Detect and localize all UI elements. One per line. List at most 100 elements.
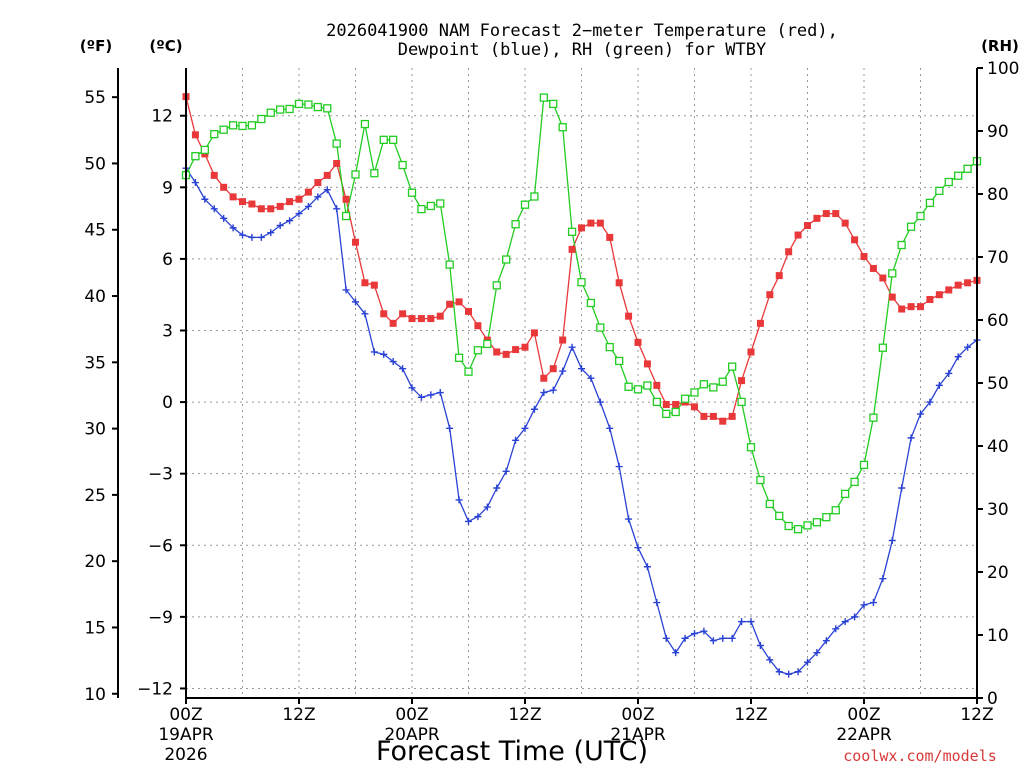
rh-point xyxy=(699,380,709,389)
temperature-point xyxy=(257,205,265,213)
dewpoint-point xyxy=(220,214,228,222)
rh-tick-label: 30 xyxy=(987,500,1009,520)
temperature-point xyxy=(286,198,294,206)
rh-point xyxy=(389,135,398,144)
dewpoint-point xyxy=(945,369,953,377)
x-date-label: 19APR xyxy=(158,725,214,745)
dewpoint-point xyxy=(596,398,604,406)
x-tick-label: 12Z xyxy=(508,705,541,725)
temperature-point xyxy=(370,281,378,289)
temperature-point xyxy=(709,412,717,420)
temperature-point xyxy=(530,329,538,337)
temperature-point xyxy=(606,233,614,241)
temperature-point xyxy=(502,350,510,358)
dewpoint-point xyxy=(342,286,350,294)
dewpoint-point xyxy=(766,656,774,664)
fahrenheit-tick-label: 40 xyxy=(84,287,106,307)
dewpoint-point xyxy=(191,179,199,187)
rh-point xyxy=(464,367,473,376)
dewpoint-point xyxy=(879,575,887,583)
temperature-point xyxy=(446,300,454,308)
temperature-point xyxy=(643,360,651,368)
dewpoint-point xyxy=(323,186,331,194)
rh-point xyxy=(530,192,539,201)
temperature-point xyxy=(747,348,755,356)
temperature-point xyxy=(634,338,642,346)
temperature-point xyxy=(427,315,435,323)
dewpoint-point xyxy=(455,496,463,504)
temperature-point xyxy=(239,198,246,206)
temperature-point xyxy=(596,219,604,227)
dewpoint-point xyxy=(417,393,425,401)
rh-point xyxy=(859,460,869,470)
rh-point xyxy=(483,339,492,349)
dewpoint-point xyxy=(446,424,454,432)
rh-point xyxy=(643,381,652,390)
rh-point xyxy=(351,170,360,179)
temperature-point xyxy=(700,412,708,420)
fahrenheit-tick-label: 45 xyxy=(84,221,106,241)
rh-point xyxy=(756,475,765,485)
dewpoint-point xyxy=(869,599,877,607)
fahrenheit-tick-label: 20 xyxy=(84,552,106,572)
dewpoint-point xyxy=(832,625,840,633)
temperature-point xyxy=(521,343,529,351)
x-year-label: 2026 xyxy=(164,745,207,765)
temperature-point xyxy=(276,202,284,210)
temperature-point xyxy=(493,348,501,356)
dewpoint-point xyxy=(634,544,642,552)
temperature-point xyxy=(775,272,783,280)
rh-point xyxy=(728,362,737,371)
dewpoint-point xyxy=(389,358,397,366)
rh-point xyxy=(332,139,341,148)
dewpoint-point xyxy=(926,398,934,406)
x-tick-label: 00Z xyxy=(169,705,202,725)
rh-point xyxy=(426,201,435,211)
dewpoint-point xyxy=(691,630,698,638)
dewpoint-point xyxy=(512,436,520,444)
rh-point xyxy=(652,397,661,407)
series-markers xyxy=(181,93,982,678)
rh-point xyxy=(313,102,322,112)
rh-tick-label: 10 xyxy=(987,626,1009,646)
temperature-point xyxy=(662,400,670,408)
rh-point xyxy=(897,240,906,250)
dewpoint-point xyxy=(681,634,689,642)
dewpoint-point xyxy=(719,634,727,642)
dewpoint-point xyxy=(286,217,294,225)
fahrenheit-tick-label: 15 xyxy=(84,618,106,638)
rh-point xyxy=(586,298,596,308)
rh-tick-label: 0 xyxy=(987,689,998,709)
dewpoint-point xyxy=(888,537,896,544)
dewpoint-point xyxy=(399,365,407,373)
rh-point xyxy=(775,511,784,521)
dewpoint-line xyxy=(185,167,978,675)
dewpoint-point xyxy=(728,634,736,642)
temperature-point xyxy=(888,293,896,301)
x-date-label: 20APR xyxy=(384,725,440,745)
rh-tick-label: 40 xyxy=(987,437,1009,457)
dewpoint-point xyxy=(474,513,482,521)
celsius-unit-label: (ºC) xyxy=(149,37,182,55)
rh-point xyxy=(765,499,774,509)
temperature-point xyxy=(399,310,407,318)
dewpoint-point xyxy=(304,202,312,210)
rh-point xyxy=(596,323,605,332)
rh-point xyxy=(407,188,417,197)
rh-point xyxy=(718,377,727,386)
fahrenheit-tick-label: 30 xyxy=(84,420,106,440)
dewpoint-point xyxy=(935,381,943,389)
rh-point xyxy=(492,281,501,290)
rh-point xyxy=(746,443,756,452)
dewpoint-point xyxy=(775,668,783,676)
temperature-point xyxy=(728,412,736,420)
rh-point xyxy=(549,99,558,109)
dewpoint-point xyxy=(502,467,510,475)
dewpoint-point xyxy=(785,670,793,678)
temperature-point xyxy=(879,274,887,282)
temperature-point xyxy=(935,291,943,299)
rh-point xyxy=(633,385,643,394)
temperature-point xyxy=(832,210,840,218)
temperature-point xyxy=(794,231,802,239)
temperature-point xyxy=(229,193,237,201)
